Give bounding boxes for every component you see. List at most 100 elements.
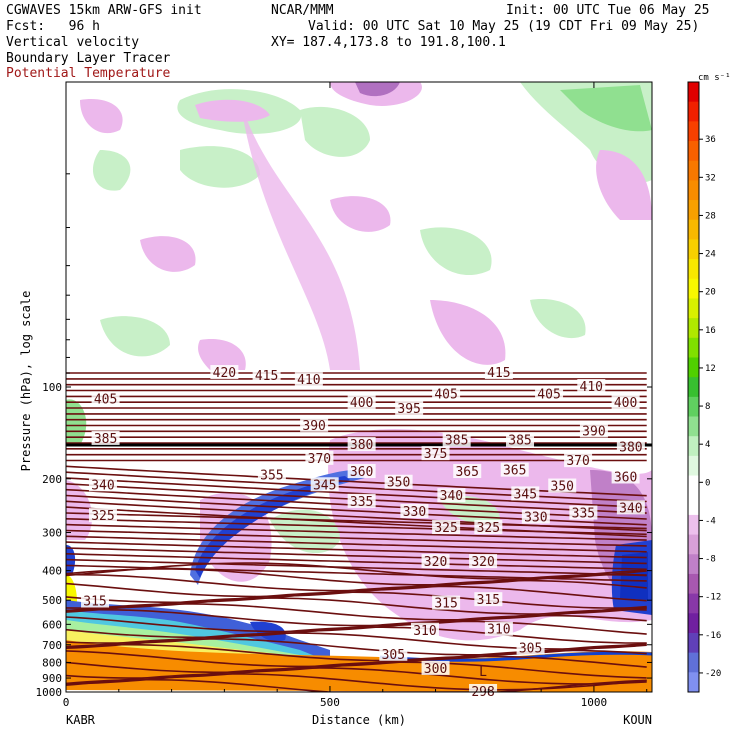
theta-contour	[66, 667, 647, 685]
colorbar-tick-label: 12	[705, 364, 716, 374]
colorbar-swatch	[688, 337, 699, 358]
colorbar-swatch	[688, 652, 699, 673]
colorbar-swatch	[688, 298, 699, 319]
theta-label-bg	[88, 508, 117, 523]
theta-label: 420	[213, 366, 236, 381]
theta-label: 325	[434, 521, 457, 536]
theta-label: 365	[455, 465, 478, 480]
theta-label-bg	[577, 379, 606, 393]
theta-label-bg	[421, 446, 450, 461]
y-tick-label: 900	[42, 672, 62, 685]
theta-contour	[66, 585, 647, 604]
theta-contour	[66, 632, 647, 650]
colorbar-tick-label: -12	[705, 593, 721, 603]
theta-contour	[66, 558, 647, 576]
colorbar-swatch	[688, 219, 699, 240]
colorbar-tick-label: 8	[705, 402, 710, 412]
theta-contour	[66, 477, 647, 509]
theta-label-bg	[210, 365, 239, 380]
theta-label-bg	[511, 486, 540, 501]
theta-contour	[66, 512, 647, 530]
colorbar-swatch	[688, 573, 699, 595]
theta-label-bg	[294, 372, 323, 387]
theta-label: 315	[477, 593, 500, 608]
theta-label: 340	[91, 478, 114, 493]
theta-label-bg	[616, 500, 645, 515]
theta-label: 395	[397, 402, 420, 417]
theta-label-bg	[91, 391, 120, 406]
theta-contour	[66, 638, 647, 656]
theta-label-bg	[474, 592, 503, 607]
theta-label-bg	[421, 554, 450, 569]
x-tick-label: 500	[320, 696, 340, 709]
theta-label-bg	[484, 365, 513, 380]
theta-label: 315	[434, 597, 457, 612]
theta-label-bg	[535, 386, 564, 401]
colorbar-swatch	[688, 554, 699, 575]
theta-label: 415	[255, 369, 278, 384]
theta-label: 385	[94, 432, 117, 447]
theta-contour	[66, 614, 647, 633]
theta-contour	[66, 523, 647, 541]
theta-label-bg	[579, 423, 608, 438]
theta-label-bg	[506, 432, 535, 447]
x-tick-label: 1000	[581, 696, 608, 709]
theta-label-bg	[442, 432, 471, 447]
theta-label-bg	[611, 469, 640, 484]
theta-label-bg	[347, 464, 376, 479]
colorbar-swatch	[688, 672, 699, 693]
x-axis-title: Distance (km)	[312, 713, 406, 727]
theta-label-bg	[437, 488, 466, 503]
y-tick-label: 1000	[36, 686, 63, 699]
theta-label: 325	[91, 509, 114, 524]
colorbar-swatch	[688, 455, 699, 477]
colorbar-swatch	[688, 514, 699, 536]
theta-label-bg	[384, 474, 413, 489]
y-tick-label: 500	[42, 594, 62, 607]
theta-label-bg	[432, 595, 461, 610]
colorbar-swatch	[688, 278, 699, 299]
theta-label: 340	[440, 489, 463, 504]
init-time: Init: 00 UTC Tue 06 May 25	[506, 3, 710, 18]
theta-contour	[66, 494, 647, 526]
theta-label: 335	[350, 495, 373, 510]
colorbar-tick-label: -8	[705, 555, 716, 565]
theta-label-bg	[469, 684, 498, 698]
y-axis-title: Pressure (hPa), log scale	[19, 291, 33, 472]
theta-label: 310	[413, 624, 436, 639]
colorbar-swatch	[688, 101, 699, 122]
theta-label: 405	[94, 393, 117, 408]
theta-label: 340	[619, 501, 642, 516]
theta-contour	[66, 535, 647, 553]
theta-contour	[66, 547, 647, 565]
theta-contour	[66, 673, 647, 691]
theta-label: 375	[424, 447, 447, 462]
theta-label-bg	[521, 509, 550, 524]
theta-label: 330	[403, 505, 426, 520]
theta-label-bg	[569, 505, 598, 520]
colorbar-tick-label: 28	[705, 211, 716, 221]
forecast-hour: Fcst: 96 h	[6, 19, 100, 34]
theta-label: 400	[350, 396, 373, 411]
colorbar-swatch	[688, 593, 699, 614]
colorbar-swatch	[688, 495, 699, 516]
theta-label-bg	[347, 437, 376, 452]
theta-label-bg	[347, 395, 376, 410]
colorbar-tick-label: -4	[705, 516, 716, 526]
y-tick-label: 300	[42, 527, 62, 540]
theta-label-bg	[257, 467, 286, 482]
theta-label: 380	[619, 441, 642, 456]
theta-label-bg	[564, 453, 593, 468]
theta-label: 405	[434, 388, 457, 403]
theta-label: 390	[582, 425, 605, 440]
colorbar-swatch	[688, 632, 699, 654]
theta-label-bg	[421, 660, 450, 675]
colorbar-swatch	[688, 377, 699, 398]
theta-label-bg	[400, 504, 429, 519]
theta-label-bg	[432, 520, 461, 535]
colorbar-tick-label: -20	[705, 669, 721, 679]
theta-label: 325	[477, 521, 500, 536]
theta-label-bg	[474, 520, 503, 535]
right-endpoint-label: KOUN	[623, 713, 652, 727]
xy-coordinates: XY= 187.4,173.8 to 191.8,100.1	[271, 35, 506, 50]
